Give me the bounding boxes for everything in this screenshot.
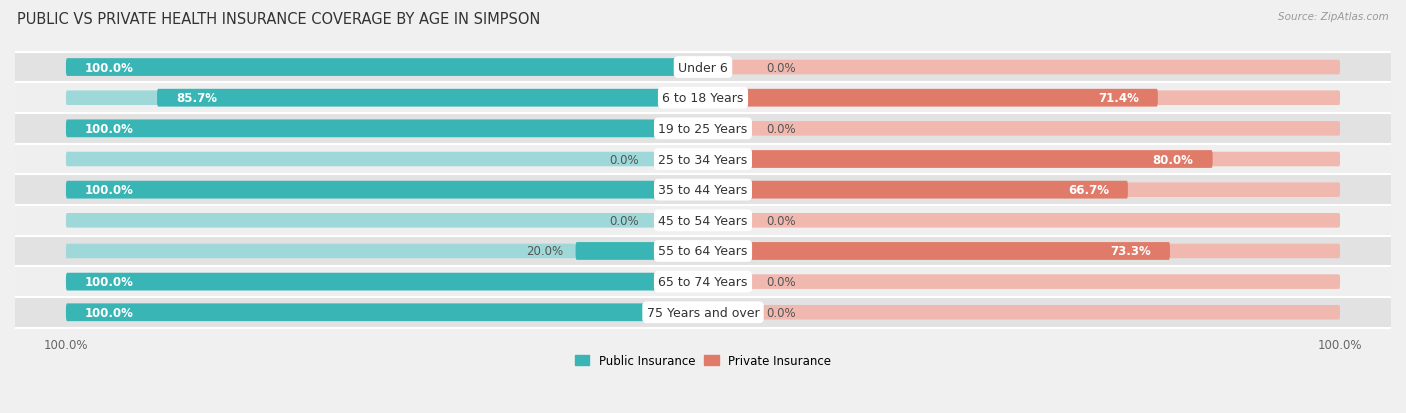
Text: 20.0%: 20.0% [526, 245, 562, 258]
Bar [3, 236, 1403, 267]
FancyBboxPatch shape [66, 61, 703, 75]
Text: 25 to 34 Years: 25 to 34 Years [658, 153, 748, 166]
FancyBboxPatch shape [66, 305, 703, 320]
Text: 100.0%: 100.0% [86, 306, 134, 319]
FancyBboxPatch shape [703, 151, 1212, 169]
Text: 85.7%: 85.7% [176, 92, 217, 105]
FancyBboxPatch shape [66, 181, 703, 199]
FancyBboxPatch shape [66, 152, 703, 167]
Legend: Public Insurance, Private Insurance: Public Insurance, Private Insurance [571, 350, 835, 372]
Text: Under 6: Under 6 [678, 62, 728, 74]
Bar [3, 114, 1403, 144]
FancyBboxPatch shape [703, 181, 1128, 199]
Text: 100.0%: 100.0% [86, 184, 134, 197]
Text: 35 to 44 Years: 35 to 44 Years [658, 184, 748, 197]
Text: 55 to 64 Years: 55 to 64 Years [658, 245, 748, 258]
Text: 75 Years and over: 75 Years and over [647, 306, 759, 319]
FancyBboxPatch shape [703, 91, 1340, 106]
Text: 66.7%: 66.7% [1067, 184, 1109, 197]
FancyBboxPatch shape [66, 304, 703, 321]
FancyBboxPatch shape [66, 122, 703, 136]
Bar [3, 206, 1403, 236]
FancyBboxPatch shape [703, 305, 1340, 320]
FancyBboxPatch shape [66, 275, 703, 289]
FancyBboxPatch shape [66, 273, 703, 291]
Text: 0.0%: 0.0% [610, 153, 640, 166]
Text: 0.0%: 0.0% [766, 123, 796, 135]
Bar [3, 83, 1403, 114]
Text: 65 to 74 Years: 65 to 74 Years [658, 275, 748, 288]
FancyBboxPatch shape [66, 120, 703, 138]
Text: 100.0%: 100.0% [86, 123, 134, 135]
FancyBboxPatch shape [703, 242, 1170, 260]
Bar [3, 267, 1403, 297]
Text: 19 to 25 Years: 19 to 25 Years [658, 123, 748, 135]
Text: 71.4%: 71.4% [1098, 92, 1139, 105]
Text: PUBLIC VS PRIVATE HEALTH INSURANCE COVERAGE BY AGE IN SIMPSON: PUBLIC VS PRIVATE HEALTH INSURANCE COVER… [17, 12, 540, 27]
Text: 0.0%: 0.0% [766, 62, 796, 74]
FancyBboxPatch shape [703, 122, 1340, 136]
FancyBboxPatch shape [703, 90, 1159, 107]
Text: 45 to 54 Years: 45 to 54 Years [658, 214, 748, 227]
FancyBboxPatch shape [703, 61, 1340, 75]
FancyBboxPatch shape [66, 91, 703, 106]
FancyBboxPatch shape [575, 242, 703, 260]
FancyBboxPatch shape [703, 152, 1340, 167]
FancyBboxPatch shape [66, 183, 703, 197]
Text: 0.0%: 0.0% [766, 214, 796, 227]
Text: 0.0%: 0.0% [610, 214, 640, 227]
Text: 100.0%: 100.0% [86, 275, 134, 288]
Text: 0.0%: 0.0% [766, 306, 796, 319]
Bar [3, 175, 1403, 206]
FancyBboxPatch shape [703, 244, 1340, 259]
Text: 6 to 18 Years: 6 to 18 Years [662, 92, 744, 105]
FancyBboxPatch shape [703, 183, 1340, 197]
Text: 73.3%: 73.3% [1111, 245, 1152, 258]
FancyBboxPatch shape [66, 244, 703, 259]
Text: 80.0%: 80.0% [1153, 153, 1194, 166]
FancyBboxPatch shape [703, 214, 1340, 228]
Text: Source: ZipAtlas.com: Source: ZipAtlas.com [1278, 12, 1389, 22]
FancyBboxPatch shape [157, 90, 703, 107]
FancyBboxPatch shape [66, 214, 703, 228]
Bar [3, 144, 1403, 175]
Text: 0.0%: 0.0% [766, 275, 796, 288]
Bar [3, 297, 1403, 328]
Bar [3, 52, 1403, 83]
FancyBboxPatch shape [66, 59, 703, 77]
FancyBboxPatch shape [703, 275, 1340, 289]
Text: 100.0%: 100.0% [86, 62, 134, 74]
